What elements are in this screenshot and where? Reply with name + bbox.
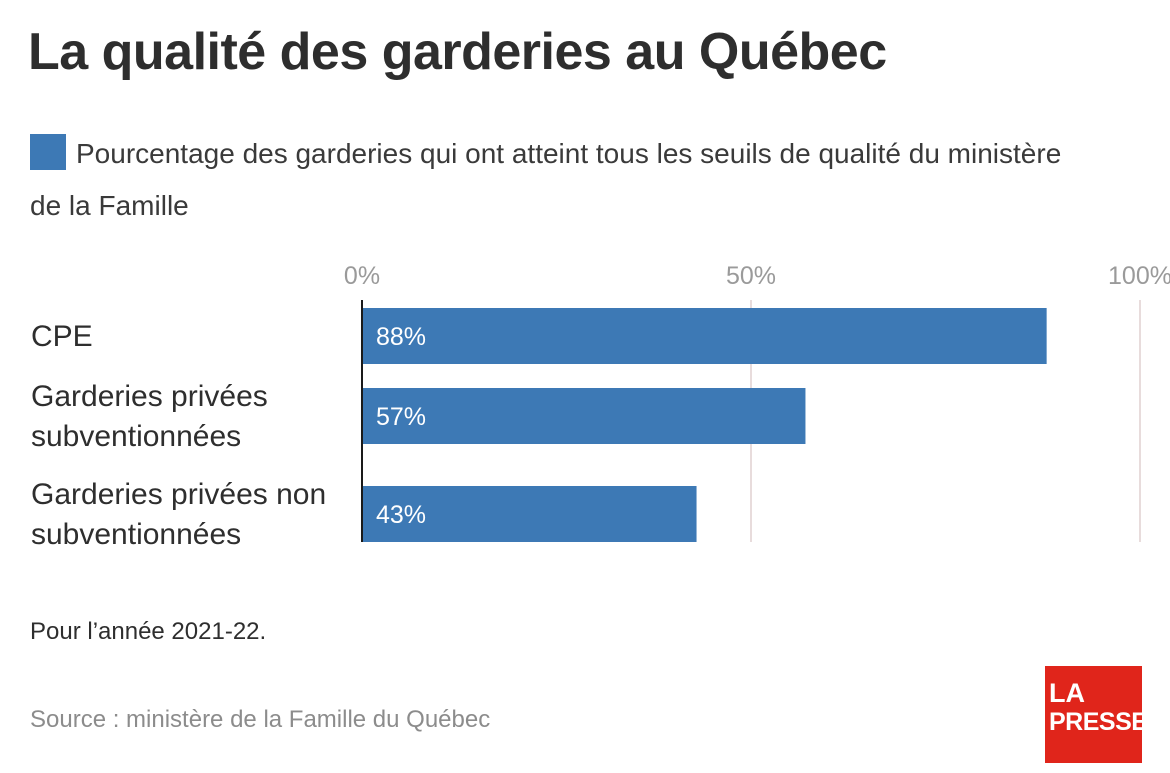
logo-line-2: PRESSE [1049,708,1148,736]
category-label: subventionnées [31,518,241,550]
category-label: Garderies privées [31,380,268,413]
la-presse-logo: LA PRESSE [1045,666,1148,763]
bar [362,308,1047,364]
bar-value-label: 57% [376,403,426,431]
x-tick-label: 50% [726,262,776,290]
bar-value-label: 88% [376,323,426,351]
bars: 88% 57% 43% [362,308,1047,542]
category-labels: CPE Garderies privées subventionnées Garder… [31,320,326,550]
category-label: subventionnées [31,420,241,453]
legend-swatch [30,134,66,170]
bar-value-label: 43% [376,501,426,529]
x-tick-label: 100% [1108,262,1170,290]
legend-label: Pourcentage des garderies qui ont attein… [30,138,1062,221]
bar-chart: 0% 50% 100% 88% 57% 43% CPE Garderies privées… [31,262,1170,550]
category-label: CPE [31,320,93,353]
chart-title: La qualité des garderies au Québec [28,23,887,81]
legend: Pourcentage des garderies qui ont attein… [30,128,1090,232]
category-label: Garderies privées non [31,478,326,511]
logo-line-1: LA [1049,678,1085,708]
x-tick-label: 0% [344,262,380,290]
bar [362,486,697,542]
bar [362,388,806,444]
note: Pour l’année 2021-22. [30,618,267,645]
x-axis-ticks: 0% 50% 100% [344,262,1170,290]
source: Source : ministère de la Famille du Québ… [30,706,491,733]
